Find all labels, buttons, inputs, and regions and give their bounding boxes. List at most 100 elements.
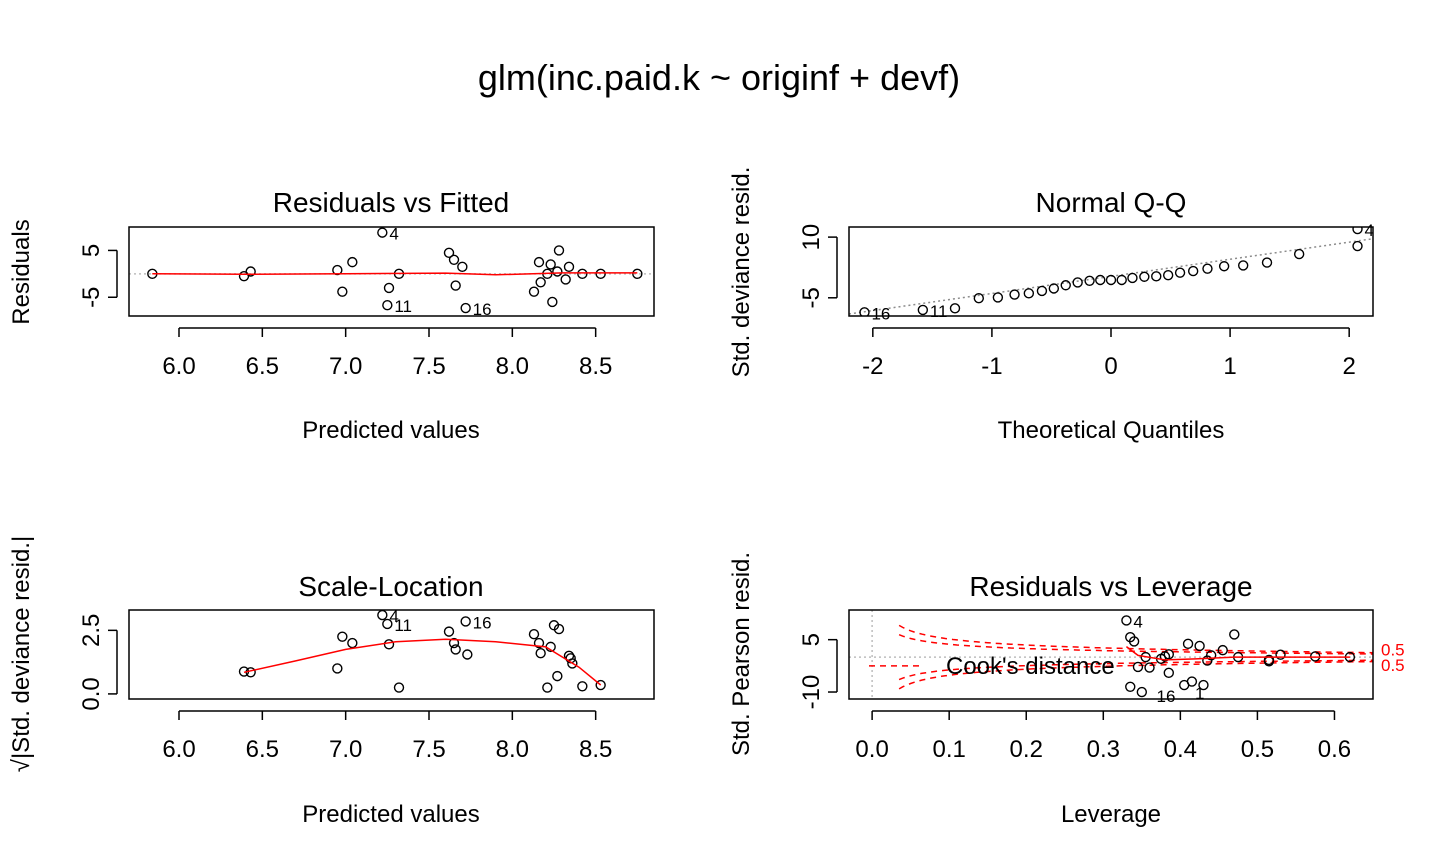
x-tick-label: 6.5 — [246, 736, 279, 763]
y-tick-label: -10 — [798, 675, 825, 710]
data-point — [1163, 649, 1174, 660]
data-point — [567, 658, 578, 669]
x-axis-label: Predicted values — [302, 417, 479, 444]
normal-qq-panel: Normal Q-Q Theoretical Quantiles Std. de… — [728, 167, 1374, 444]
data-point — [1116, 274, 1127, 286]
data-point — [1179, 679, 1190, 691]
data-point — [1095, 274, 1106, 286]
point-id-label: 11 — [930, 302, 948, 321]
data-point — [553, 245, 565, 256]
data-point — [1194, 640, 1205, 652]
data-point — [1187, 265, 1199, 277]
data-point — [542, 682, 553, 693]
data-point — [1048, 283, 1060, 294]
data-point — [383, 282, 395, 294]
panel-title: Residuals vs Leverage — [969, 571, 1252, 602]
point-id-label: 16 — [473, 300, 492, 319]
data-point — [337, 286, 348, 297]
legend-label: Cook's distance — [946, 653, 1115, 680]
plot-frame — [848, 226, 1374, 317]
x-tick-label: -2 — [862, 353, 883, 380]
cooks-distance-label: 0.5 — [1381, 656, 1405, 675]
cooks-distance-curve — [898, 634, 1373, 655]
cooks-distance-curve — [898, 660, 1373, 690]
point-id-label: 4 — [389, 225, 398, 244]
x-axis-label: Theoretical Quantiles — [998, 417, 1225, 444]
y-tick-label: 5 — [798, 633, 825, 646]
plot-frame — [848, 609, 1374, 700]
data-point — [1182, 638, 1194, 650]
data-point — [347, 637, 358, 649]
y-tick-label: -5 — [798, 287, 825, 308]
data-point — [1144, 662, 1155, 673]
data-point — [1084, 275, 1095, 287]
data-point — [533, 256, 545, 268]
data-point — [917, 304, 929, 316]
data-point — [595, 268, 606, 280]
x-tick-label: 8.5 — [579, 353, 612, 380]
data-point — [377, 610, 388, 621]
data-point — [382, 618, 393, 630]
y-axis-label: Residuals — [8, 219, 35, 324]
data-point — [337, 631, 348, 642]
data-point — [1202, 263, 1213, 274]
data-point — [393, 682, 405, 693]
point-id-label: 11 — [394, 616, 412, 635]
x-tick-label: 7.0 — [329, 353, 362, 380]
data-point — [1162, 269, 1174, 281]
cooks-distance-curve — [898, 659, 1373, 681]
y-tick-label: 10 — [798, 224, 825, 251]
data-point — [545, 259, 556, 270]
point-id-label: 16 — [871, 304, 890, 323]
x-tick-label: 1 — [1223, 353, 1236, 380]
x-tick-label: 0.5 — [1241, 736, 1274, 763]
data-point — [1139, 271, 1150, 282]
scale-location-panel: Scale-Location Predicted values √|Std. d… — [8, 536, 655, 828]
data-point — [460, 616, 471, 627]
x-tick-label: 0.6 — [1318, 736, 1351, 763]
data-point — [577, 268, 588, 280]
data-point — [457, 261, 468, 273]
data-point — [462, 649, 473, 660]
x-axis-label: Predicted values — [302, 801, 479, 828]
data-point — [443, 247, 455, 258]
cooks-distance-label: 0.5 — [1381, 640, 1405, 659]
x-tick-label: 8.0 — [496, 353, 529, 380]
x-tick-label: 2 — [1343, 353, 1356, 380]
point-id-label: 4 — [1133, 612, 1142, 631]
data-point — [332, 264, 343, 276]
data-point — [1136, 686, 1148, 698]
data-point — [443, 626, 455, 637]
cooks-distance-curve — [898, 624, 1373, 654]
x-tick-label: 6.0 — [162, 736, 195, 763]
point-id-label: 16 — [473, 613, 492, 632]
x-tick-label: 0.3 — [1087, 736, 1120, 763]
point-id-label: 1 — [1195, 684, 1204, 703]
data-point — [1128, 636, 1140, 647]
y-axis-label: Std. deviance resid. — [728, 167, 755, 378]
data-point — [533, 637, 545, 649]
x-tick-label: 7.5 — [412, 736, 445, 763]
data-point — [347, 256, 358, 268]
data-point — [859, 307, 870, 316]
data-point — [563, 261, 575, 273]
data-point — [1125, 681, 1136, 692]
x-tick-label: 0.4 — [1164, 736, 1197, 763]
data-point — [552, 670, 563, 682]
y-tick-label: 2.5 — [78, 614, 105, 647]
data-point — [528, 286, 540, 297]
smoother-line — [243, 638, 602, 686]
data-point — [1023, 288, 1035, 299]
data-point — [1105, 274, 1117, 286]
data-point — [1151, 271, 1162, 282]
data-point — [1198, 679, 1209, 691]
point-id-label: 4 — [389, 607, 398, 626]
data-point — [382, 300, 393, 311]
x-tick-label: 7.0 — [329, 736, 362, 763]
y-tick-label: -5 — [78, 287, 105, 308]
data-point — [383, 639, 395, 650]
residuals-vs-fitted-panel: Residuals vs Fitted Predicted values Res… — [8, 187, 655, 444]
y-tick-label: 5 — [78, 244, 105, 257]
data-point — [552, 266, 563, 277]
data-point — [1121, 615, 1132, 626]
